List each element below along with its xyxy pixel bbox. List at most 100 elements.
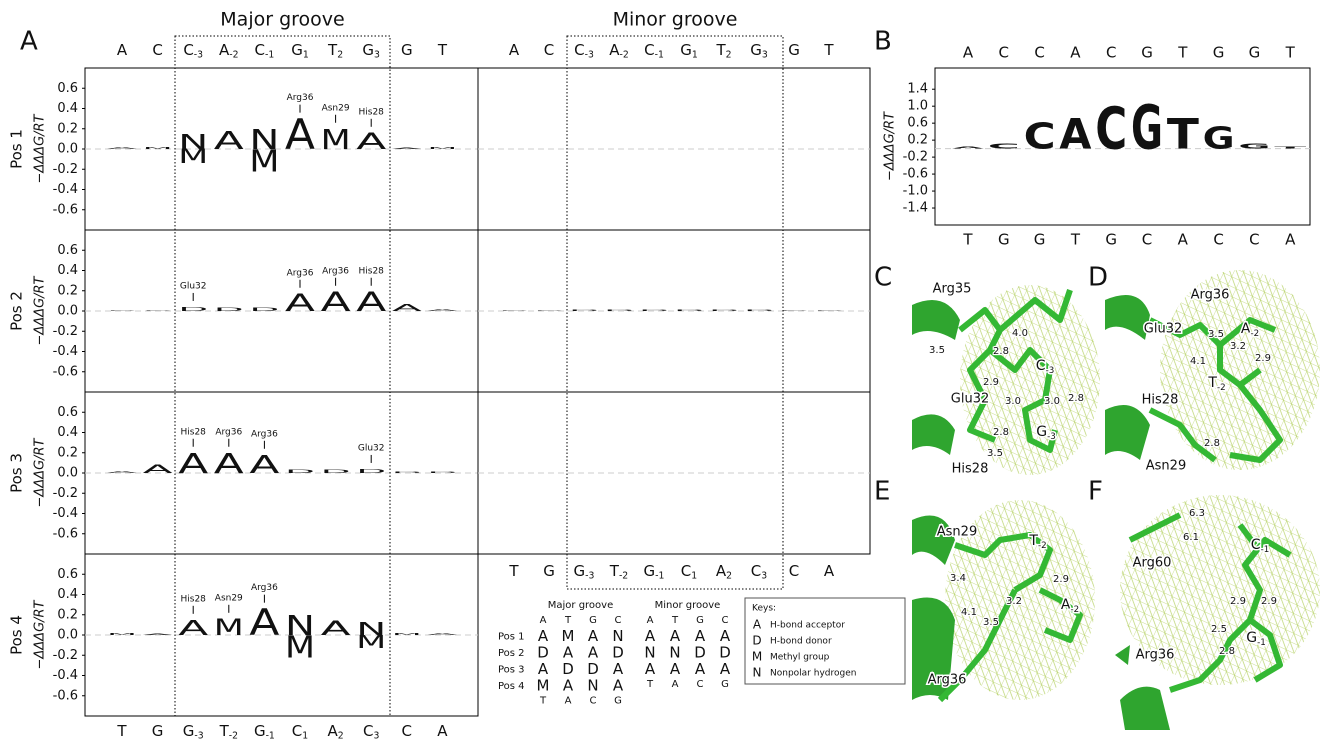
base: G [152,722,164,740]
annotation: Glu32 [358,443,385,453]
y-tick-label: -0.6 [53,202,78,217]
logo-letter: M [356,632,386,653]
subscript: -2 [229,730,238,740]
panel-label: E [874,477,890,507]
label: Arg60 [1133,556,1172,571]
subscript: -3 [194,49,203,60]
annotation: His28 [180,427,206,437]
y-tick-label: -1.0 [903,184,928,199]
row-label: Pos 4 [8,615,26,655]
subscript: -1 [1257,638,1266,648]
key-letter: D [694,644,706,662]
base: A [509,41,520,59]
key-footer: T [646,679,654,690]
key-footer: G [614,696,622,707]
base-label: T [508,562,519,580]
logo-letter: A [214,126,244,155]
subscript: 3 [761,570,767,581]
label: 2.5 [1211,624,1227,635]
base-label: G [152,722,164,740]
subscript: -2 [1038,541,1047,551]
base: G [750,41,762,59]
base-label: G [1213,44,1225,62]
label: 2.8 [1204,438,1220,449]
key-letter: A [588,627,599,645]
logo-letter: M [143,146,173,149]
annotation: His28 [358,107,384,117]
y-tick-label: 0.2 [907,133,928,148]
panel-label: A [20,27,38,57]
key-letter: A [695,660,706,678]
base-label: C [1142,231,1152,249]
logo-letter: A [392,148,423,150]
subscript: -2 [619,49,628,60]
legend-text: Methyl group [770,653,830,663]
label: 4.1 [961,607,977,618]
base-label: G-1 [644,562,665,582]
logo-letter: M [427,146,457,149]
base: T [1028,533,1038,549]
key-letter: A [538,660,549,678]
logo-letter: M [392,632,422,635]
key-letter: A [613,677,624,695]
base-label: C [1213,231,1223,249]
logo-letter: A [321,287,351,317]
logo-letter: D [321,469,351,474]
base: G [1036,424,1047,440]
y-tick-label: 0.4 [57,587,78,602]
density-mesh [1160,270,1320,470]
label: His28 [1142,393,1179,408]
logo-letter: A [952,146,985,149]
base-label: T [823,41,834,59]
key-row-label: Pos 3 [498,665,525,676]
label: 2.8 [1068,393,1084,404]
y-tick-label: 0.4 [57,263,78,278]
logo-letter: M [285,630,315,665]
y-axis-label: −ΔΔΔG/RT [33,275,48,345]
base: G [401,41,413,59]
base-label: C [544,41,554,59]
label: 3.2 [1006,596,1022,607]
annotation: Arg36 [322,266,349,276]
label: Asn29 [1146,459,1186,474]
base-label: T2 [327,41,343,61]
key-header: T [564,615,572,626]
logo-letter: A [1059,111,1091,160]
subscript: 1 [303,49,309,60]
base-label: G [401,41,413,59]
base-label: T [1070,231,1081,249]
legend-text: Nonpolar hydrogen [770,669,856,679]
y-tick-label: -0.6 [53,364,78,379]
key-header: A [540,615,547,626]
base-label: G3 [362,41,380,61]
base-label: C-3 [183,41,203,61]
logo-letter: G [1131,92,1163,163]
logo-letter: D [178,306,208,313]
y-tick-label: -0.2 [53,486,78,501]
subscript: 2 [726,49,732,60]
label: 3.0 [1005,396,1021,407]
logo-letter: D [214,307,244,312]
base: T [437,41,448,59]
base: C [1036,358,1046,374]
subscript: -1 [266,730,275,740]
base-label: T-2 [219,722,238,740]
base: G [183,722,195,740]
key-header: A [647,615,654,626]
logo-letter: D [249,307,279,312]
base-label: T [962,231,973,249]
base-label: C [1106,44,1116,62]
label: 6.1 [1183,532,1199,543]
logo-letter: A [143,463,173,476]
label: 4.0 [1012,328,1028,339]
base: C [644,41,654,59]
base: A [1061,597,1071,613]
base-label: C3 [363,722,379,740]
key-letter: A [613,660,624,678]
label: 4.1 [1190,356,1206,367]
legend-text: H-bond acceptor [770,621,845,631]
base: T [508,562,519,580]
base: C [292,722,302,740]
base-label: G-3 [574,562,595,582]
logo-letter: C [988,142,1020,150]
